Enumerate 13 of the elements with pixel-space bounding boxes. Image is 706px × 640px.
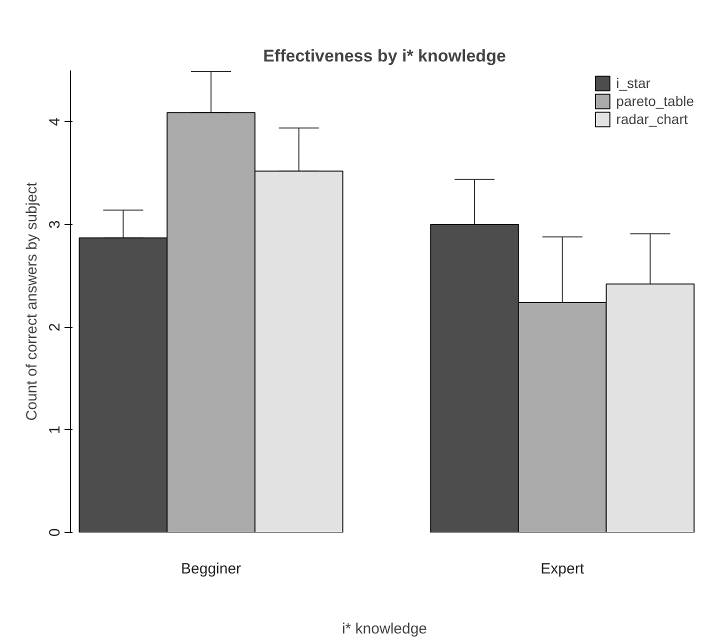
legend-label: i_star <box>616 75 650 91</box>
legend-label: radar_chart <box>616 111 688 127</box>
chart-title: Effectiveness by i* knowledge <box>263 46 506 66</box>
x-tick-label: Begginer <box>181 560 242 578</box>
x-tick-label: Expert <box>540 560 585 578</box>
y-tick-label: 0 <box>46 528 64 537</box>
x-axis-title: i* knowledge <box>342 620 428 638</box>
y-tick-label: 3 <box>46 220 64 229</box>
y-axis-title: Count of correct answers by subject <box>24 181 40 421</box>
y-tick-label: 1 <box>46 426 64 434</box>
y-tick-label: 4 <box>46 118 64 126</box>
y-tick-label: 2 <box>46 322 64 332</box>
legend-label: pareto_table <box>616 93 694 109</box>
